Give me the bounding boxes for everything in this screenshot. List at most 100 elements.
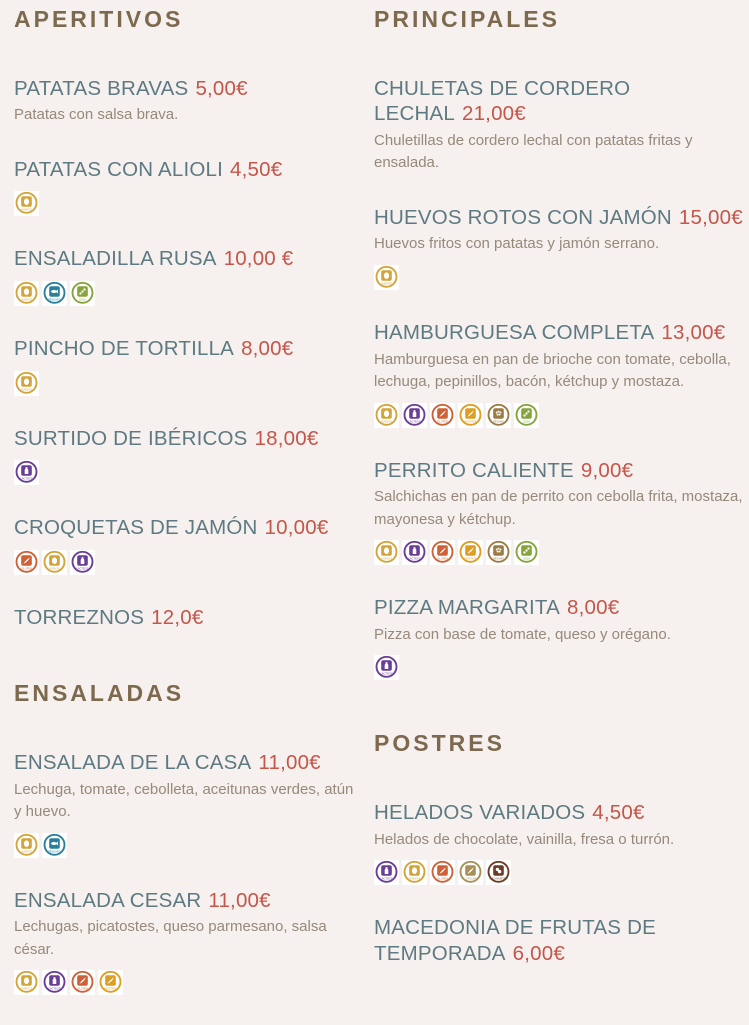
svg-text:HUEVOS: HUEVOS: [21, 987, 32, 991]
svg-text:HUEVOS: HUEVOS: [409, 877, 420, 881]
svg-text:HUEVOS: HUEVOS: [21, 298, 32, 302]
sesamo-allergen-icon: SÉSAMO: [486, 402, 511, 428]
svg-text:SÉSAMO: SÉSAMO: [493, 418, 504, 423]
huevos-allergen-icon: HUEVOS: [14, 970, 39, 996]
item-price: 11,00€: [208, 888, 271, 912]
item-name: ENSALADA CESAR: [14, 888, 202, 912]
svg-text:SOJA: SOJA: [523, 557, 530, 561]
item-title: ENSALADILLA RUSA 10,00 €: [14, 246, 362, 272]
lacteos-allergen-icon: LÁCTEOS: [402, 540, 427, 566]
svg-text:GLUTEN: GLUTEN: [437, 557, 448, 561]
item-title: ENSALADA CESAR 11,00€: [14, 888, 362, 914]
item-name: TORREZNOS: [14, 605, 145, 629]
allergen-row: LÁCTEOS HUEVOS GLUTEN F. CÁSCARA CACAHUETES: [374, 860, 743, 886]
item-description: Pizza con base de tomate, queso y orégan…: [374, 625, 671, 643]
pescado-allergen-icon: PESCADO: [42, 280, 67, 306]
item-title: SURTIDO DE IBÉRICOS 18,00€: [14, 426, 362, 452]
svg-text:F. CÁSCARA: F. CÁSCARA: [463, 877, 479, 881]
svg-text:HUEVOS: HUEVOS: [49, 566, 60, 570]
allergen-row: LÁCTEOS: [374, 655, 743, 681]
huevos-allergen-icon: HUEVOS: [14, 280, 39, 306]
allergen-row: HUEVOS LÁCTEOS GLUTEN MOSTAZA: [14, 970, 362, 996]
allergen-row: HUEVOS: [374, 264, 743, 290]
item-title: ENSALADA DE LA CASA 11,00€: [14, 750, 362, 776]
item-name: PATATAS BRAVAS: [14, 76, 189, 100]
menu-item: HELADOS VARIADOS 4,50€ Helados de chocolat…: [374, 800, 743, 886]
menu-item: HAMBURGUESA COMPLETA 13,00€ Hamburguesa en…: [374, 320, 743, 428]
item-description: Helados de chocolate, vainilla, fresa o …: [374, 830, 675, 848]
svg-text:LÁCTEOS: LÁCTEOS: [20, 477, 32, 481]
menu-item: ENSALADILLA RUSA 10,00 € HUEVOS PESCADO SOJA: [14, 246, 362, 306]
menu-item: ENSALADA CESAR 11,00€ Lechugas, picatostes…: [14, 888, 362, 996]
item-title: PATATAS CON ALIOLI 4,50€: [14, 157, 362, 183]
menu-item: CROQUETAS DE JAMÓN 10,00€ GLUTEN HUEVOS LÁCT…: [14, 515, 362, 575]
svg-text:LÁCTEOS: LÁCTEOS: [408, 557, 420, 561]
item-price: 8,00€: [241, 336, 294, 360]
menu-section: ENSALADAS ENSALADA DE LA CASA 11,00€ Lechug…: [14, 680, 362, 996]
item-price: 12,0€: [151, 605, 204, 629]
section-title: ENSALADAS: [14, 680, 185, 707]
item-description: Patatas con salsa brava.: [14, 106, 179, 124]
section-title: PRINCIPALES: [374, 6, 560, 32]
item-name: PERRITO CALIENTE: [374, 458, 574, 482]
mostaza-allergen-icon: MOSTAZA: [458, 402, 483, 428]
svg-text:LÁCTEOS: LÁCTEOS: [48, 987, 60, 991]
item-name: PATATAS CON ALIOLI: [14, 157, 224, 181]
menu-column-right: PRINCIPALES CHULETAS DE CORDERO LECHAL 21,…: [374, 6, 743, 1025]
svg-text:PESCADO: PESCADO: [48, 849, 61, 853]
menu-item: ENSALADA DE LA CASA 11,00€ Lechuga, tomate…: [14, 750, 362, 858]
item-name: HELADOS VARIADOS: [374, 800, 586, 824]
soja-allergen-icon: SOJA: [514, 540, 539, 566]
svg-text:GLUTEN: GLUTEN: [437, 877, 448, 881]
item-price: 10,00 €: [223, 247, 294, 271]
lacteos-allergen-icon: LÁCTEOS: [14, 460, 39, 486]
huevos-allergen-icon: HUEVOS: [14, 370, 39, 396]
menu-item: PATATAS CON ALIOLI 4,50€ HUEVOS: [14, 157, 362, 217]
item-name: ENSALADA DE LA CASA: [14, 751, 252, 775]
item-title: CROQUETAS DE JAMÓN 10,00€: [14, 515, 362, 541]
item-price: 11,00€: [258, 751, 321, 775]
item-price: 4,50€: [592, 800, 645, 824]
svg-text:LÁCTEOS: LÁCTEOS: [76, 566, 88, 570]
svg-text:SÉSAMO: SÉSAMO: [493, 556, 504, 561]
lacteos-allergen-icon: LÁCTEOS: [70, 549, 95, 575]
svg-text:SOJA: SOJA: [79, 298, 86, 302]
item-title: MACEDONIA DE FRUTAS DE TEMPORADA 6,00€: [374, 915, 743, 966]
menu-item: PIZZA MARGARITA 8,00€ Pizza con base de to…: [374, 595, 743, 681]
item-name: HUEVOS ROTOS CON JAMÓN: [374, 205, 672, 229]
item-title: PATATAS BRAVAS 5,00€: [14, 76, 362, 102]
item-title: PIZZA MARGARITA 8,00€: [374, 595, 743, 621]
svg-text:CACAHUETES: CACAHUETES: [490, 877, 508, 881]
menu-item: CHULETAS DE CORDERO LECHAL 21,00€ Chuletil…: [374, 76, 743, 175]
item-price: 18,00€: [254, 426, 319, 450]
item-title: PERRITO CALIENTE 9,00€: [374, 458, 743, 484]
item-title: HAMBURGUESA COMPLETA 13,00€: [374, 320, 743, 346]
item-name: CHULETAS DE CORDERO LECHAL: [374, 76, 631, 126]
menu-item: HUEVOS ROTOS CON JAMÓN 15,00€ Huevos frito…: [374, 205, 743, 290]
menu-item: PERRITO CALIENTE 9,00€ Salchichas en pan d…: [374, 458, 743, 566]
gluten-allergen-icon: GLUTEN: [14, 549, 39, 575]
svg-text:HUEVOS: HUEVOS: [381, 419, 392, 423]
svg-text:HUEVOS: HUEVOS: [381, 282, 392, 286]
allergen-row: LÁCTEOS: [14, 460, 362, 486]
svg-text:LÁCTEOS: LÁCTEOS: [380, 877, 392, 881]
mostaza-allergen-icon: MOSTAZA: [98, 970, 123, 996]
allergen-row: GLUTEN HUEVOS LÁCTEOS: [14, 549, 362, 575]
menu-item: SURTIDO DE IBÉRICOS 18,00€ LÁCTEOS: [14, 426, 362, 486]
section-title: POSTRES: [374, 730, 505, 757]
item-description: Salchichas en pan de perrito con cebolla…: [374, 488, 743, 528]
menu-column-left: APERITIVOS PATATAS BRAVAS 5,00€ Patatas con…: [14, 6, 362, 1025]
gluten-allergen-icon: GLUTEN: [430, 860, 455, 886]
svg-text:PESCADO: PESCADO: [48, 298, 61, 302]
svg-text:HUEVOS: HUEVOS: [21, 208, 32, 212]
item-title: PINCHO DE TORTILLA 8,00€: [14, 336, 362, 362]
item-name: HAMBURGUESA COMPLETA: [374, 320, 655, 344]
svg-text:SOJA: SOJA: [523, 419, 530, 423]
lacteos-allergen-icon: LÁCTEOS: [42, 970, 67, 996]
sesamo-allergen-icon: SÉSAMO: [486, 540, 511, 566]
item-price: 4,50€: [230, 157, 283, 181]
menu-item: MACEDONIA DE FRUTAS DE TEMPORADA 6,00€: [374, 915, 743, 966]
item-price: 21,00€: [461, 102, 526, 126]
menu-item: PINCHO DE TORTILLA 8,00€ HUEVOS: [14, 336, 362, 396]
